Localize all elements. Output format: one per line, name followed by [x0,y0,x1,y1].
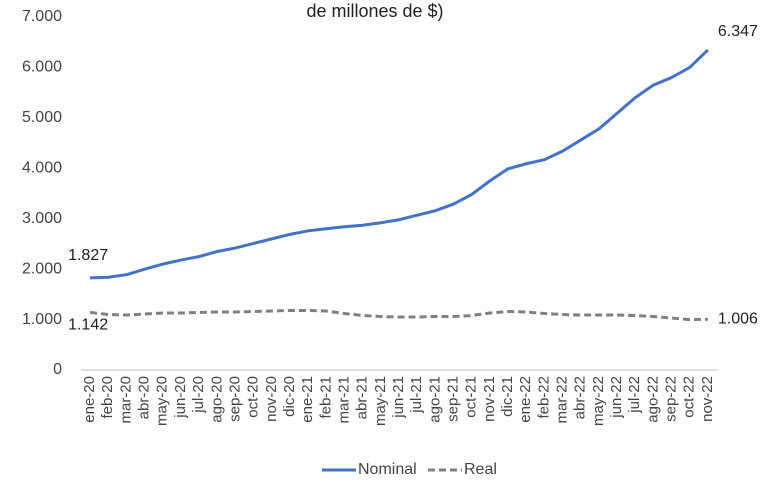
x-tick-label: may-20 [154,376,171,426]
x-tick-label: ago-22 [644,376,661,423]
y-tick-label: 1.000 [22,311,62,328]
x-tick-label: jul-20 [190,376,207,414]
data-label: 6.347 [718,23,758,40]
x-tick-label: nov-20 [263,376,280,422]
x-tick-label: may-22 [590,376,607,426]
x-tick-label: jul-21 [408,376,425,414]
y-tick-label: 3.000 [22,210,62,227]
y-tick-label: 7.000 [22,8,62,25]
x-tick-label: abr-20 [136,376,153,419]
legend-label: Nominal [358,461,417,478]
data-label: 1.142 [68,317,108,334]
x-tick-label: feb-21 [317,376,334,419]
x-tick-label: jun-22 [608,376,625,419]
x-tick-label: ago-21 [426,376,443,423]
x-tick-label: oct-20 [245,376,262,418]
x-tick-label: sep-22 [663,376,680,422]
x-tick-label: oct-21 [463,376,480,418]
x-tick-label: nov-21 [481,376,498,422]
x-tick-label: ene-22 [517,376,534,423]
x-tick-label: nov-22 [699,376,716,422]
x-tick-label: mar-21 [335,376,352,424]
x-tick-label: sep-21 [444,376,461,422]
y-tick-label: 6.000 [22,59,62,76]
x-tick-label: feb-22 [535,376,552,419]
x-tick-label: jun-21 [390,376,407,419]
x-tick-label: dic-20 [281,376,298,417]
x-tick-label: oct-22 [681,376,698,418]
x-tick-label: jun-20 [172,376,189,419]
data-label: 1.827 [68,247,108,264]
line-series [90,48,709,280]
data-label: 1.006 [718,310,758,327]
x-tick-label: dic-21 [499,376,516,417]
x-tick-label: ene-21 [299,376,316,423]
x-tick-label: abr-22 [572,376,589,419]
legend-label: Real [464,461,497,478]
y-tick-label: 4.000 [22,160,62,177]
chart-title: de millones de $) [306,1,443,21]
line-series [89,308,708,322]
x-tick-label: ene-20 [81,376,98,423]
x-tick-label: mar-22 [554,376,571,424]
x-tick-label: mar-20 [117,376,134,424]
x-tick-label: may-21 [372,376,389,426]
y-tick-label: 0 [53,361,62,378]
x-tick-label: jul-22 [626,376,643,414]
x-tick-label: abr-21 [354,376,371,419]
y-tick-label: 5.000 [22,109,62,126]
x-tick-label: feb-20 [99,376,116,419]
x-tick-label: ago-20 [208,376,225,423]
x-tick-label: sep-20 [226,376,243,422]
y-tick-label: 2.000 [22,260,62,277]
